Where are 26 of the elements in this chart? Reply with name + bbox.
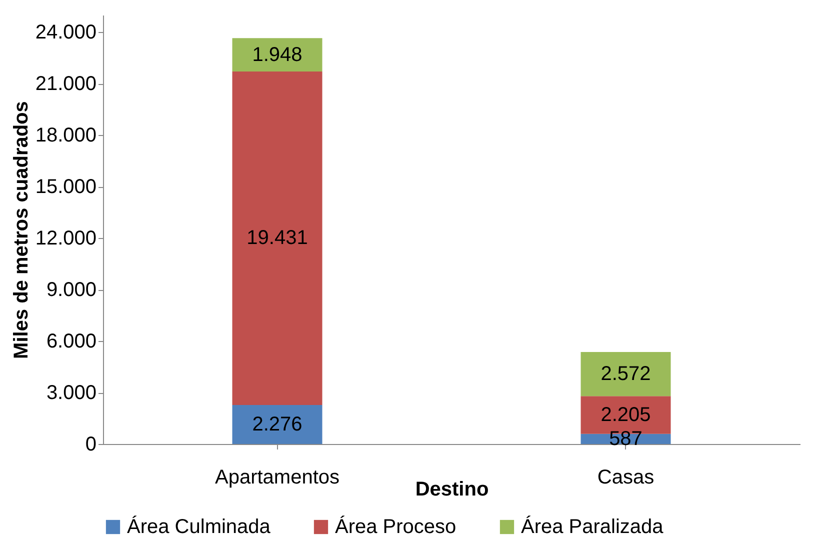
y-tick-label: 0 xyxy=(85,434,96,456)
bar xyxy=(232,72,322,405)
y-tick-label: 12.000 xyxy=(35,228,96,250)
data-label: 2.205 xyxy=(600,404,651,426)
data-label: 2.276 xyxy=(252,413,302,436)
y-axis-title: Miles de metros cuadrados xyxy=(10,101,32,359)
y-tick-label: 9.000 xyxy=(46,279,96,302)
y-tick-label: 18.000 xyxy=(35,124,96,147)
x-axis-title: Destino xyxy=(415,478,489,500)
y-tick-label: 15.000 xyxy=(35,176,96,198)
y-tick-label: 21.000 xyxy=(35,73,96,96)
data-label: 19.431 xyxy=(246,227,308,250)
bar xyxy=(232,404,322,444)
data-label: 1.948 xyxy=(252,44,302,66)
data-label: 587 xyxy=(609,428,642,450)
legend-label: Área Proceso xyxy=(335,515,456,538)
bar xyxy=(580,352,671,396)
x-tick-label: Casas xyxy=(597,466,654,488)
y-tick-label: 24.000 xyxy=(35,22,96,44)
legend-label: Área Paralizada xyxy=(521,515,664,538)
x-tick-label: Apartamentos xyxy=(214,466,340,488)
data-label: 2.572 xyxy=(600,363,651,386)
y-tick-label: 3.000 xyxy=(46,382,96,404)
y-tick-label: 6.000 xyxy=(46,330,96,353)
legend-label: Área Culminada xyxy=(127,515,272,538)
bar xyxy=(232,38,322,72)
